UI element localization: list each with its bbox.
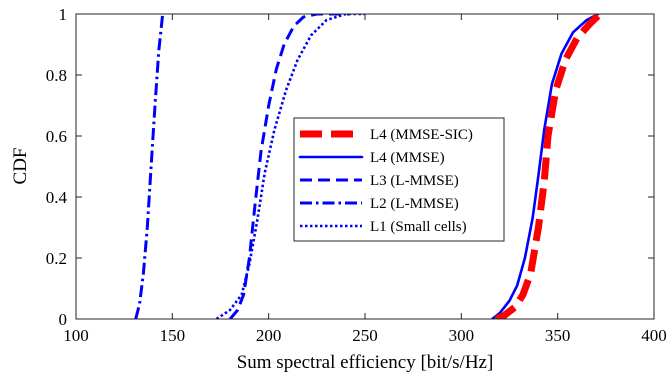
series-line-2 <box>228 14 350 319</box>
x-tick-label: 350 <box>545 326 571 345</box>
y-axis-label: CDF <box>10 148 31 185</box>
y-axis-ticks: 0 0.2 0.4 0.6 0.8 1 <box>46 5 654 329</box>
legend-label: L2 (L-MMSE) <box>370 196 459 212</box>
series-line-1 <box>490 14 600 319</box>
series-line-3 <box>134 14 165 319</box>
legend-label: L1 (Small cells) <box>370 219 467 235</box>
series-line-0 <box>494 14 603 319</box>
series-layer <box>134 14 603 319</box>
legend-label: L4 (MMSE) <box>370 150 445 166</box>
x-axis-ticks: 100 150 200 250 300 350 400 <box>63 14 667 345</box>
x-tick-label: 150 <box>160 326 186 345</box>
y-tick-label: 0 <box>59 310 68 329</box>
x-tick-label: 200 <box>256 326 282 345</box>
y-tick-label: 1 <box>59 5 68 24</box>
y-tick-label: 0.4 <box>46 188 68 207</box>
x-tick-label: 400 <box>641 326 667 345</box>
legend-label: L3 (L-MMSE) <box>370 173 459 189</box>
y-tick-label: 0.2 <box>46 249 67 268</box>
legend: L4 (MMSE-SIC) L4 (MMSE) L3 (L-MMSE) L2 (L-M… <box>293 117 505 242</box>
y-tick-label: 0.8 <box>46 66 67 85</box>
x-tick-label: 100 <box>63 326 89 345</box>
x-tick-label: 250 <box>352 326 378 345</box>
x-axis-label: Sum spectral efficiency [bit/s/Hz] <box>237 352 494 373</box>
x-tick-label: 300 <box>449 326 475 345</box>
y-tick-label: 0.6 <box>46 127 67 146</box>
legend-label: L4 (MMSE-SIC) <box>370 127 473 143</box>
series-line-4 <box>215 14 365 319</box>
